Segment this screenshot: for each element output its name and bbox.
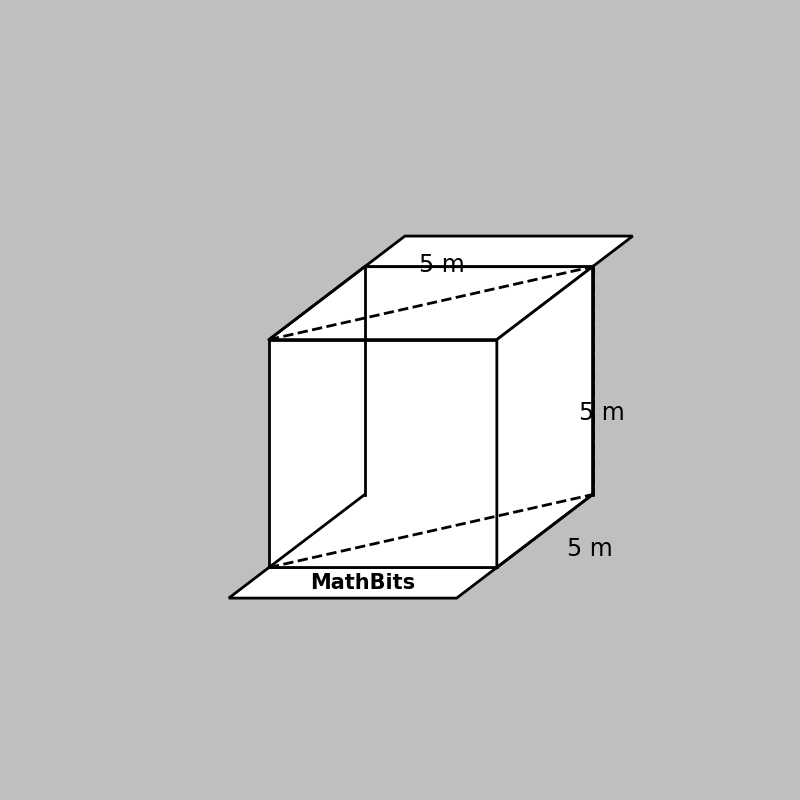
Polygon shape	[497, 266, 593, 567]
Polygon shape	[269, 266, 365, 567]
Polygon shape	[269, 266, 365, 567]
Polygon shape	[269, 266, 593, 567]
Polygon shape	[497, 266, 593, 567]
Polygon shape	[269, 266, 593, 340]
Polygon shape	[365, 236, 633, 266]
Polygon shape	[269, 340, 497, 567]
Polygon shape	[229, 567, 497, 598]
Text: 5 m: 5 m	[567, 538, 614, 562]
Text: 5 m: 5 m	[579, 401, 625, 425]
Text: MathBits: MathBits	[310, 573, 415, 593]
Text: 5 m: 5 m	[419, 253, 465, 277]
